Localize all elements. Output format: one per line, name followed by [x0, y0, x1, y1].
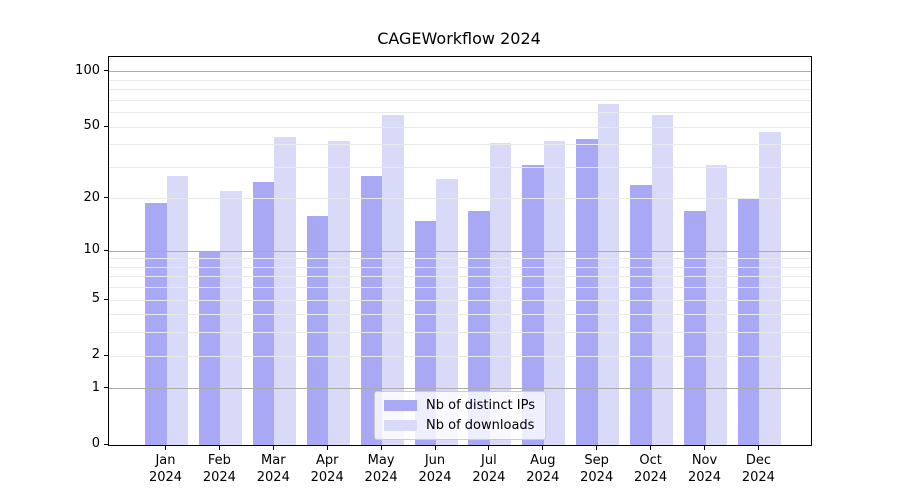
legend-swatch-downloads	[384, 420, 418, 431]
x-tick-label-apr: Apr 2024	[310, 453, 344, 485]
x-tick-label-may: May 2024	[364, 453, 398, 485]
bar-downloads-feb	[220, 191, 242, 445]
minor-gridline-5	[109, 299, 811, 301]
y-tick-50	[104, 125, 108, 127]
minor-gridline-40	[109, 144, 811, 146]
y-tick-label-20: 20	[83, 189, 100, 205]
bar-downloads-oct	[651, 115, 674, 445]
y-tick-2	[104, 354, 108, 356]
bar-distinct-ips-may	[360, 175, 383, 445]
x-tick-label-nov: Nov 2024	[687, 453, 722, 485]
bar-downloads-apr	[328, 140, 350, 445]
minor-gridline-4	[109, 314, 811, 316]
bar-distinct-ips-sep	[576, 139, 598, 445]
x-tick-label-aug: Aug 2024	[526, 453, 560, 485]
x-tick-label-feb: Feb 2024	[202, 453, 236, 485]
x-tick-may	[380, 446, 382, 450]
legend-label-downloads: Nb of downloads	[426, 418, 535, 433]
y-tick-10	[104, 249, 108, 251]
minor-gridline-20	[109, 198, 811, 200]
bar-distinct-ips-aug	[522, 164, 544, 445]
x-tick-jan	[165, 446, 166, 450]
bar-downloads-jul	[489, 142, 512, 445]
minor-gridline-2	[109, 355, 811, 357]
y-tick-1	[104, 387, 108, 389]
minor-gridline-50	[109, 126, 811, 128]
minor-gridline-90	[109, 79, 811, 81]
y-tick-5	[104, 298, 108, 300]
x-tick-mar	[272, 446, 274, 450]
x-tick-oct	[650, 446, 652, 450]
x-tick-jul	[488, 446, 490, 450]
major-gridline-1	[109, 388, 811, 390]
x-tick-label-jan: Jan 2024	[148, 453, 183, 485]
y-tick-100	[104, 70, 108, 72]
bar-downloads-sep	[597, 103, 620, 445]
minor-gridline-8	[109, 266, 811, 268]
minor-gridline-7	[109, 276, 811, 278]
y-tick-label-1: 1	[91, 379, 100, 395]
y-tick-label-0: 0	[91, 436, 100, 451]
bar-downloads-dec	[759, 132, 781, 445]
legend: Nb of distinct IPs Nb of downloads	[374, 391, 546, 440]
bar-downloads-nov	[705, 164, 727, 445]
legend-item-downloads: Nb of downloads	[384, 418, 535, 433]
x-tick-label-jul: Jul 2024	[472, 453, 506, 485]
x-tick-sep	[596, 446, 598, 450]
bar-distinct-ips-feb	[198, 251, 221, 445]
plot-area: Nb of distinct IPs Nb of downloads	[108, 56, 812, 446]
x-tick-label-mar: Mar 2024	[256, 453, 290, 485]
bar-downloads-jan	[166, 175, 188, 445]
y-tick-label-50: 50	[83, 118, 100, 134]
bar-distinct-ips-mar	[252, 181, 275, 445]
y-tick-label-2: 2	[91, 347, 100, 363]
bar-downloads-aug	[543, 140, 566, 445]
bar-downloads-mar	[274, 137, 296, 445]
y-tick-label-5: 5	[91, 291, 100, 307]
x-tick-label-dec: Dec 2024	[741, 453, 775, 485]
y-tick-20	[104, 197, 108, 199]
x-tick-dec	[757, 446, 759, 450]
x-tick-nov	[704, 446, 705, 450]
major-gridline-100	[109, 71, 811, 73]
x-tick-apr	[326, 446, 328, 450]
bar-distinct-ips-jan	[145, 202, 167, 445]
chart-title: CAGEWorkflow 2024	[377, 29, 541, 48]
y-tick-label-100: 100	[75, 62, 100, 78]
minor-gridline-80	[109, 89, 811, 91]
minor-gridline-3	[109, 332, 811, 334]
minor-gridline-60	[109, 112, 811, 114]
major-gridline-10	[109, 250, 811, 252]
x-tick-jun	[434, 446, 436, 450]
bar-distinct-ips-dec	[737, 198, 760, 445]
legend-swatch-distinct-ips	[384, 400, 418, 411]
bar-distinct-ips-apr	[306, 215, 329, 445]
x-tick-aug	[542, 446, 544, 450]
x-tick-feb	[218, 446, 220, 450]
minor-gridline-9	[109, 258, 811, 260]
x-tick-label-oct: Oct 2024	[634, 453, 668, 485]
minor-gridline-30	[109, 166, 811, 168]
bar-distinct-ips-nov	[684, 211, 706, 445]
y-tick-0	[104, 443, 108, 445]
x-tick-label-sep: Sep 2024	[580, 453, 614, 485]
legend-label-distinct-ips: Nb of distinct IPs	[426, 398, 535, 413]
x-tick-label-jun: Jun 2024	[418, 453, 452, 485]
minor-gridline-70	[109, 99, 811, 101]
bar-distinct-ips-jul	[468, 211, 490, 445]
legend-item-distinct-ips: Nb of distinct IPs	[384, 398, 535, 413]
bar-downloads-may	[382, 115, 404, 445]
bar-downloads-jun	[436, 178, 458, 445]
minor-gridline-6	[109, 287, 811, 289]
y-tick-label-10: 10	[83, 242, 100, 258]
